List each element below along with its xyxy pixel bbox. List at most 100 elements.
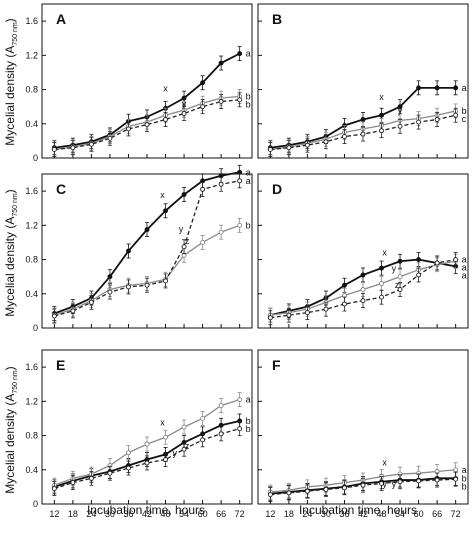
data-point: [51, 486, 57, 492]
annotation-label: x: [160, 190, 165, 200]
annotation-label: z: [185, 441, 190, 451]
data-point: [107, 289, 113, 295]
end-label: a: [462, 255, 467, 265]
data-point: [181, 446, 187, 452]
data-point: [144, 441, 150, 447]
data-point: [416, 257, 422, 263]
y-axis-label-bottom: Mycelial density (A750 nm): [3, 366, 19, 493]
annotation-label: y: [392, 479, 397, 489]
data-point: [323, 306, 329, 312]
x-axis-label-right: Incubation time, hours: [299, 503, 417, 517]
data-point: [453, 112, 459, 118]
data-point: [304, 310, 310, 316]
annotation-label: x: [379, 92, 384, 102]
data-point: [360, 117, 366, 122]
annotation-label: x: [160, 417, 165, 427]
panel-letter: E: [56, 357, 65, 373]
x-tick-label: 12: [265, 509, 275, 519]
data-point: [88, 299, 94, 305]
data-point: [200, 186, 206, 192]
data-point: [107, 470, 113, 476]
annotation-label: y: [173, 448, 178, 458]
panel-letter: B: [272, 11, 282, 27]
data-point: [342, 282, 347, 288]
panel-a: A 0 0.4 0.8 1.2 1.6 a bb x y: [25, 3, 253, 163]
y-tick-label: 0.4: [25, 119, 38, 129]
data-point: [218, 403, 224, 409]
y-axis-label-middle: Mycelial density (A750 nm): [3, 189, 19, 316]
data-point: [360, 482, 366, 488]
data-point: [144, 122, 150, 128]
data-point: [267, 315, 273, 321]
data-point: [434, 477, 440, 483]
y-tick-label: 1.6: [25, 362, 38, 372]
end-label: a: [246, 395, 251, 405]
data-point: [126, 450, 131, 456]
data-point: [379, 112, 384, 118]
data-point: [144, 460, 150, 466]
data-point: [70, 308, 76, 314]
data-point: [181, 111, 187, 116]
y-tick-label: 0: [33, 323, 38, 333]
data-point: [360, 298, 366, 304]
data-point: [434, 260, 440, 266]
data-point: [181, 95, 187, 101]
end-label: a: [246, 49, 251, 59]
data-point: [379, 481, 384, 486]
annotation-label: x: [382, 458, 387, 468]
data-point: [237, 222, 243, 228]
data-point: [70, 145, 76, 151]
end-label: b: [462, 481, 467, 491]
data-point: [323, 139, 329, 145]
y-tick-label: 1.2: [25, 50, 38, 60]
x-tick-label: 18: [68, 509, 78, 519]
y-tick-label: 1.2: [25, 220, 38, 230]
panel-f: F 12 18 24 30 36 42 48 54 60 66 72 abb x y y: [257, 349, 469, 519]
panel-frame: [41, 3, 253, 159]
data-point: [379, 281, 384, 286]
data-point: [51, 146, 57, 152]
x-tick-label: 60: [198, 509, 208, 519]
data-point: [453, 85, 459, 91]
annotation-label: y: [182, 99, 187, 109]
x-tick-label: 48: [161, 509, 171, 519]
data-point: [397, 258, 403, 264]
x-tick-label: 36: [339, 509, 349, 519]
data-point: [200, 104, 206, 110]
data-point: [434, 117, 440, 122]
x-tick-label: 24: [86, 509, 96, 519]
data-point: [416, 478, 422, 484]
data-point: [126, 284, 131, 290]
x-tick-label: 66: [432, 509, 442, 519]
x-tick-label: 42: [142, 509, 152, 519]
panel-letter: F: [272, 357, 281, 373]
data-point: [218, 229, 224, 235]
x-tick-label: 30: [105, 509, 115, 519]
annotation-label: y: [392, 264, 397, 274]
data-point: [200, 415, 206, 421]
data-point: [218, 431, 224, 437]
data-point: [163, 278, 168, 284]
x-tick-label: 42: [358, 509, 368, 519]
data-point: [200, 80, 206, 86]
x-tick-label: 18: [284, 509, 294, 519]
data-point: [286, 490, 292, 496]
y-tick-label: 0.4: [25, 289, 38, 299]
panel-b: Ba bc x y: [257, 3, 469, 159]
data-point: [107, 135, 113, 141]
end-label: b: [246, 424, 251, 434]
data-point: [218, 60, 224, 66]
end-label: b: [246, 99, 251, 109]
data-point: [379, 128, 384, 134]
y-tick-label: 1.6: [25, 16, 38, 26]
end-label: b: [462, 106, 467, 116]
data-point: [342, 134, 347, 140]
data-point: [342, 485, 347, 491]
data-point: [163, 434, 168, 440]
data-point: [397, 104, 403, 110]
data-point: [360, 131, 366, 137]
end-label: c: [462, 114, 467, 124]
data-point: [88, 475, 94, 481]
